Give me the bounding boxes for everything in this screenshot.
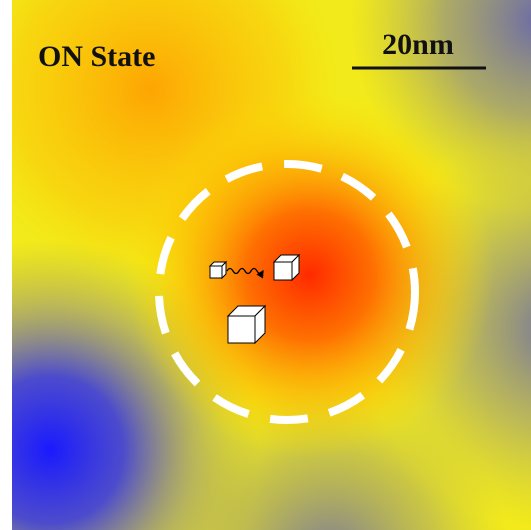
medium-cube (274, 255, 299, 280)
figure-panel: ON State 20nm (0, 0, 531, 530)
panel-title: ON State (38, 40, 155, 73)
large-cube (228, 306, 265, 343)
scale-bar-label: 20nm (382, 28, 454, 61)
small-cube (210, 262, 226, 278)
field-map (12, 0, 531, 530)
